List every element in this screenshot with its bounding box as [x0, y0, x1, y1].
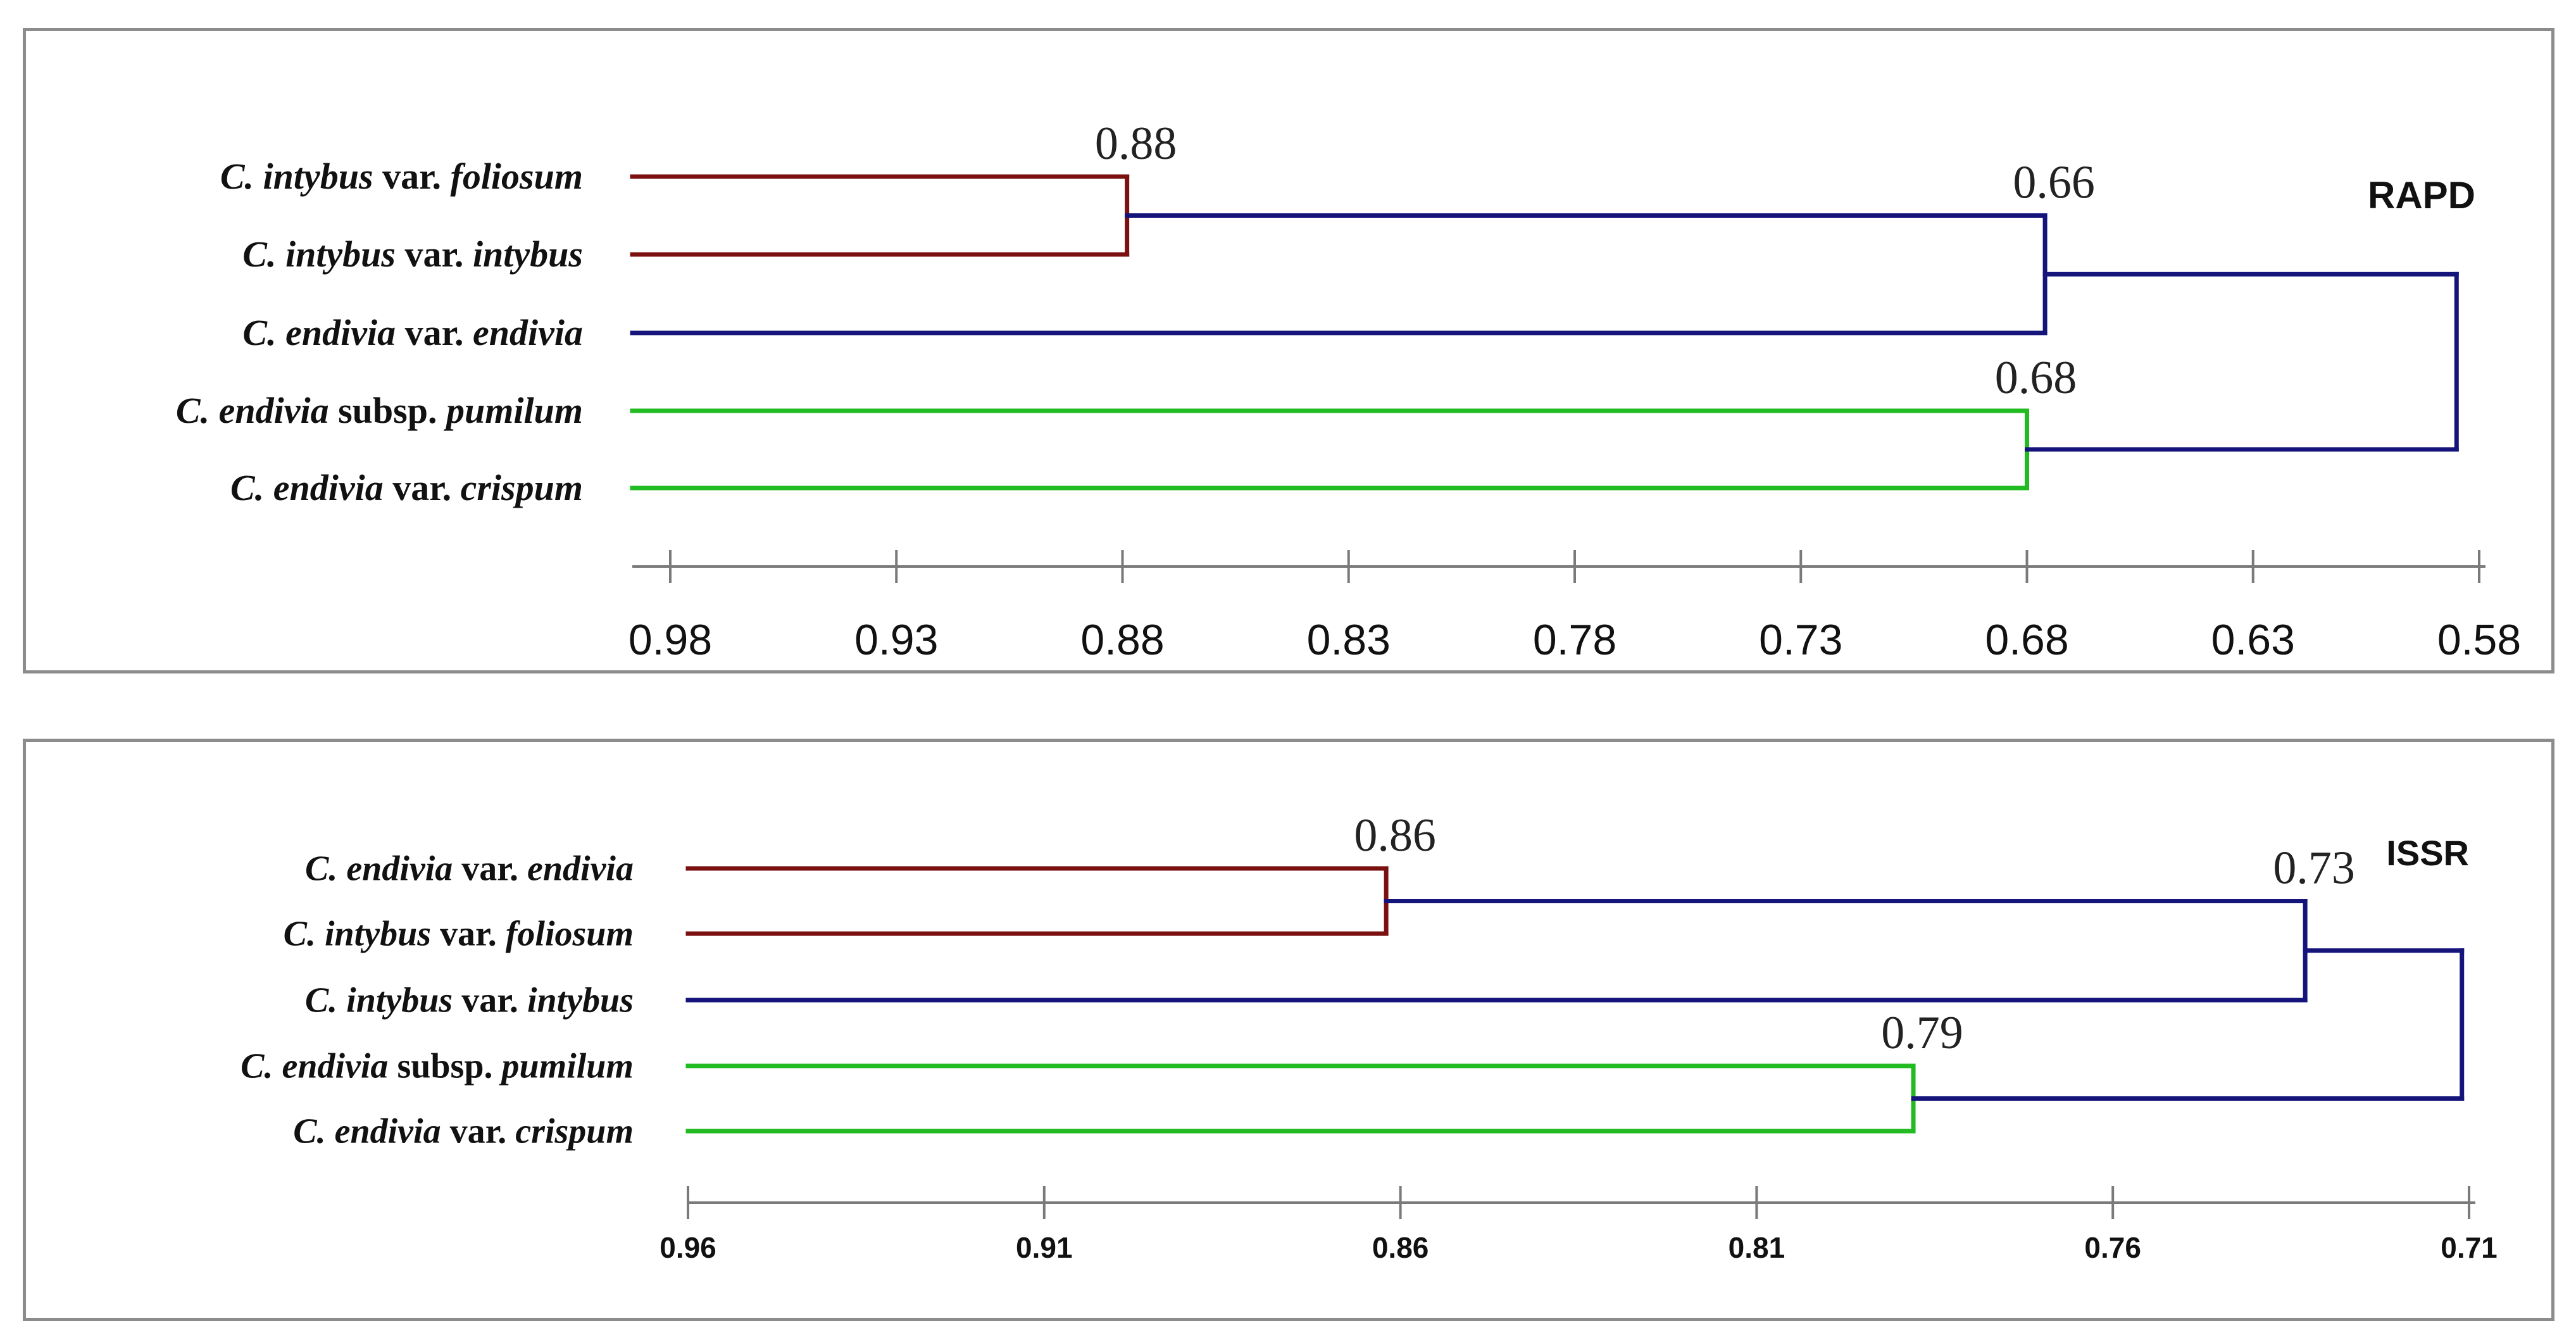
issr-leaf-label: C. endivia var. crispum: [293, 1111, 634, 1151]
issr-panel-title: ISSR: [2386, 833, 2469, 873]
rapd-dendrogram-branch: [2025, 272, 2459, 452]
rapd-dendrogram-chart: 0.98 0.93 0.88 0.83 0.78 0.73 0.68 0.63 0.58 RAPD…: [176, 118, 2521, 664]
issr-leaf-label: C. intybus var. foliosum: [284, 914, 634, 953]
rapd-leaf-label: C. endivia subsp. pumilum: [176, 390, 583, 431]
issr-leaf-label: C. endivia var. endivia: [305, 849, 634, 888]
issr-x-tick-label: 0.76: [2084, 1231, 2141, 1264]
rapd-x-tick-label: 0.98: [628, 616, 712, 664]
rapd-dendrogram-branch: [630, 174, 1130, 257]
rapd-x-tick-label: 0.63: [2211, 616, 2295, 664]
issr-dendrogram-chart: 0.96 0.91 0.86 0.81 0.76 0.71 ISSR C. endivia v…: [241, 810, 2498, 1264]
issr-x-tick-label: 0.96: [660, 1231, 716, 1264]
issr-x-tick-label: 0.86: [1372, 1231, 1429, 1264]
issr-dendrogram-panel: 0.96 0.91 0.86 0.81 0.76 0.71 ISSR C. endivia v…: [23, 739, 2554, 1321]
rapd-node-similarity-label: 0.68: [1995, 352, 2077, 404]
rapd-x-tick-label: 0.88: [1080, 616, 1164, 664]
issr-dendrogram-branch: [685, 866, 1389, 936]
issr-x-tick-label: 0.81: [1729, 1231, 1785, 1264]
issr-node-similarity-label: 0.86: [1354, 810, 1436, 861]
issr-dendrogram-branch: [1911, 948, 2465, 1101]
rapd-leaf-label: C. intybus var. intybus: [242, 234, 583, 275]
rapd-dendrogram-branch: [630, 213, 2048, 335]
issr-leaf-label: C. endivia subsp. pumilum: [241, 1046, 634, 1086]
issr-x-tick-label: 0.71: [2441, 1231, 2498, 1264]
rapd-node-similarity-label: 0.88: [1095, 118, 1177, 170]
issr-x-tick-label: 0.91: [1016, 1231, 1073, 1264]
rapd-x-tick-label: 0.68: [1985, 616, 2068, 664]
issr-node-similarity-label: 0.79: [1881, 1007, 1963, 1059]
issr-dendrogram-branch: [685, 899, 2308, 1003]
issr-dendrogram-branch: [685, 1063, 1916, 1134]
issr-node-similarity-label: 0.73: [2273, 842, 2355, 894]
rapd-node-similarity-label: 0.66: [2013, 157, 2095, 209]
rapd-dendrogram-branch: [630, 408, 2029, 491]
issr-leaf-label: C. intybus var. intybus: [305, 980, 634, 1020]
rapd-panel-title: RAPD: [2368, 174, 2475, 216]
rapd-dendrogram-panel: 0.98 0.93 0.88 0.83 0.78 0.73 0.68 0.63 0.58 RAPD…: [23, 28, 2554, 673]
rapd-x-tick-label: 0.58: [2437, 616, 2521, 664]
rapd-x-tick-label: 0.78: [1533, 616, 1616, 664]
rapd-x-tick-label: 0.73: [1759, 616, 1842, 664]
rapd-x-tick-label: 0.93: [854, 616, 938, 664]
rapd-leaf-label: C. endivia var. endivia: [242, 312, 583, 353]
rapd-leaf-label: C. intybus var. foliosum: [220, 156, 583, 197]
rapd-x-tick-label: 0.83: [1307, 616, 1391, 664]
rapd-leaf-label: C. endivia var. crispum: [230, 467, 583, 508]
